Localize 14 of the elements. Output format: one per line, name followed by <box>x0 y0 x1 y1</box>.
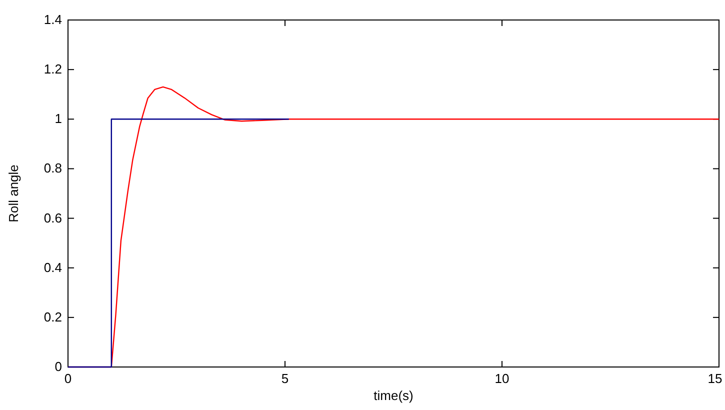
y-axis-title: Roll angle <box>6 164 21 222</box>
x-tick-label: 10 <box>494 371 510 386</box>
x-tick-label: 5 <box>281 371 289 386</box>
y-tick-label: 0.8 <box>44 160 62 176</box>
y-tick-label: 0 <box>54 359 62 374</box>
x-axis-title: time(s) <box>374 388 414 403</box>
y-tick-label: 0.2 <box>44 309 62 324</box>
y-tick-label: 1.4 <box>44 12 62 27</box>
y-tick-label: 1 <box>54 111 62 126</box>
y-tick-label: 0.4 <box>44 260 62 275</box>
x-tick-label: 15 <box>708 371 722 386</box>
y-tick-label: 0.6 <box>44 210 62 226</box>
y-tick-label: 1.2 <box>44 62 62 77</box>
x-tick-label: 0 <box>64 371 72 386</box>
